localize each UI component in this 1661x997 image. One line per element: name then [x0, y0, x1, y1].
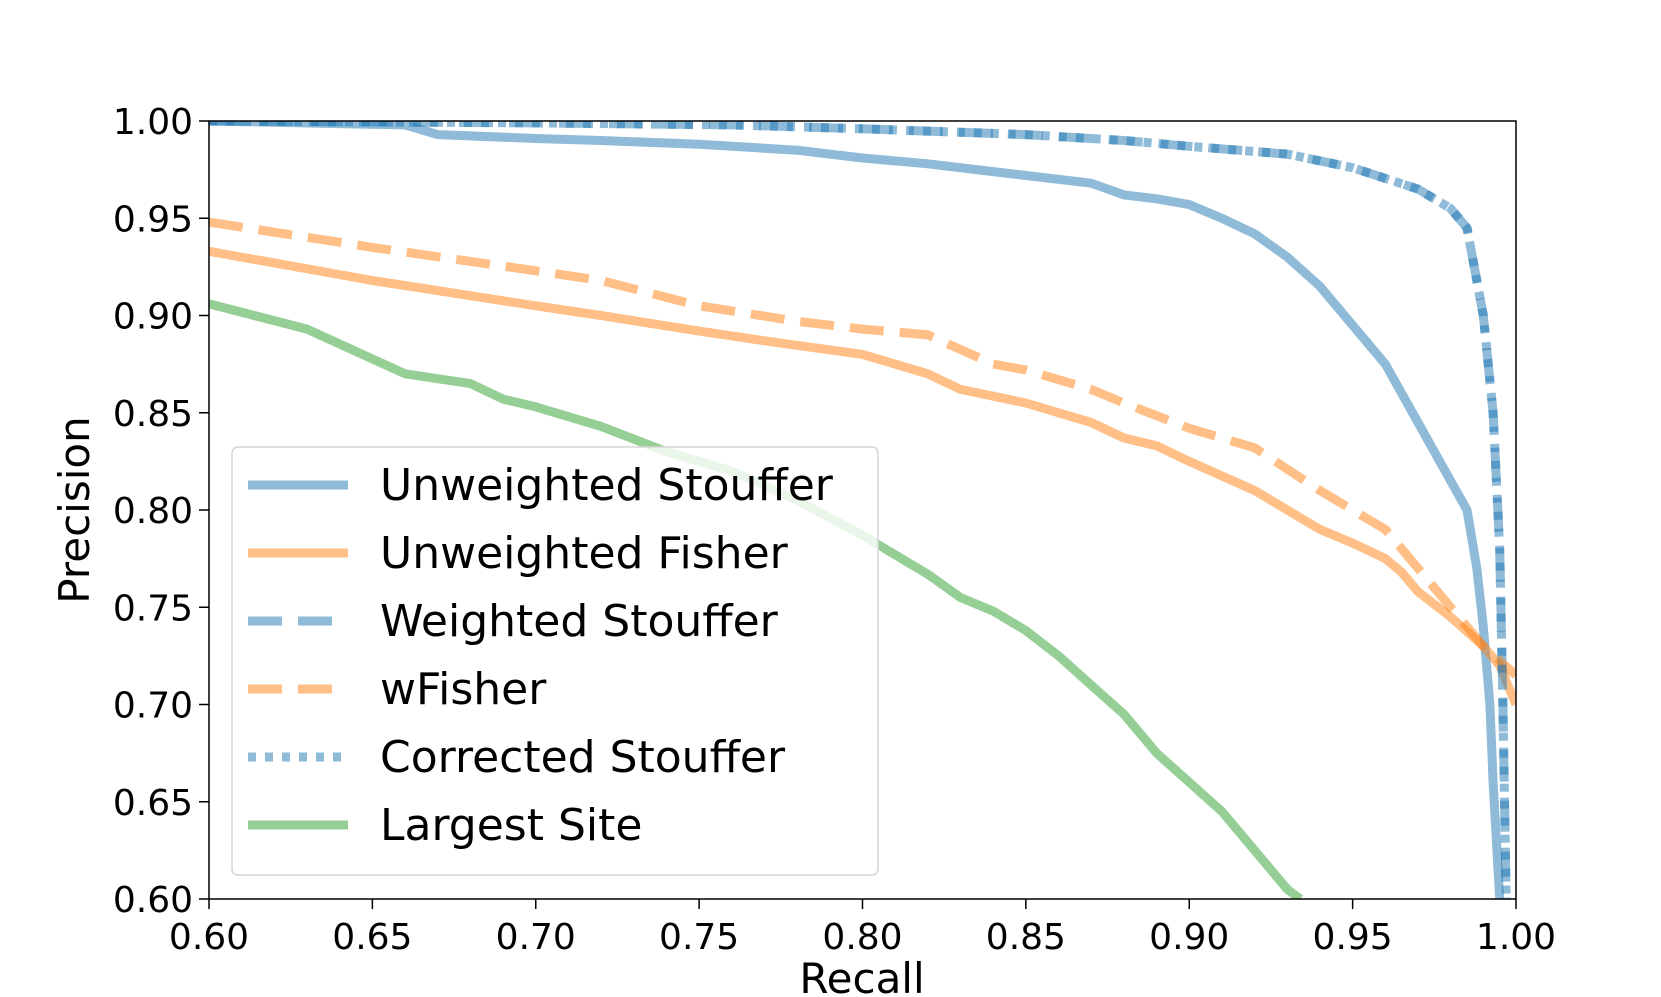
x-tick-label: 0.70 [496, 917, 576, 958]
x-tick-label: 0.90 [1149, 917, 1229, 958]
legend-label: Unweighted Stouffer [380, 460, 834, 511]
x-axis-label: Recall [799, 954, 924, 997]
series-line-2 [209, 121, 1511, 899]
legend-label: Largest Site [380, 800, 642, 851]
series-line-1 [209, 246, 1516, 707]
series-line-0 [209, 121, 1505, 899]
series-line-3 [209, 217, 1516, 679]
legend-label: Weighted Stouffer [380, 596, 779, 647]
legend: Unweighted Stouffer Unweighted Fisher Weig… [231, 446, 879, 876]
legend-label: Corrected Stouffer [380, 732, 786, 783]
x-tick-label: 0.60 [169, 917, 249, 958]
series-line-5 [209, 299, 1303, 899]
series-line-4 [209, 121, 1511, 899]
y-tick-label: 0.70 [113, 686, 193, 727]
x-tick-label: 0.80 [822, 917, 902, 958]
y-axis-label: Precision [50, 416, 99, 603]
legend-box [231, 446, 879, 876]
y-tick-label: 0.60 [113, 880, 193, 921]
legend-label: Unweighted Fisher [380, 528, 789, 579]
y-tick-label: 1.00 [113, 102, 193, 143]
y-tick-label: 0.90 [113, 297, 193, 338]
x-tick-label: 1.00 [1476, 917, 1556, 958]
y-tick-label: 0.95 [113, 199, 193, 240]
y-tick-label: 0.75 [113, 588, 193, 629]
x-tick-label: 0.85 [986, 917, 1066, 958]
x-tick-label: 0.95 [1313, 917, 1393, 958]
x-tick-label: 0.65 [332, 917, 412, 958]
y-axis: 0.60 0.65 0.70 0.75 0.80 0.85 0.90 0.95 1.00 [113, 102, 209, 921]
y-tick-label: 0.65 [113, 783, 193, 824]
y-tick-label: 0.85 [113, 394, 193, 435]
x-tick-label: 0.75 [659, 917, 739, 958]
series-layer [209, 121, 1516, 899]
legend-label: wFisher [380, 664, 547, 715]
y-tick-label: 0.80 [113, 491, 193, 532]
x-axis: 0.60 0.65 0.70 0.75 0.80 0.85 0.90 0.95 1.00 [169, 899, 1556, 958]
